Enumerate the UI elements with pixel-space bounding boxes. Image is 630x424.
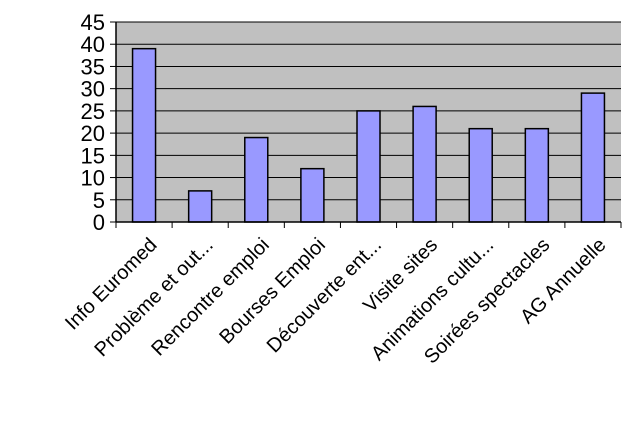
axes [115, 22, 621, 223]
y-tick-label: 5 [93, 188, 105, 213]
bar [524, 127, 550, 223]
bar [300, 167, 325, 223]
bar [356, 110, 381, 223]
y-tick-label: 20 [81, 121, 105, 146]
y-tick-label: 45 [81, 10, 105, 35]
bar [187, 190, 213, 223]
y-tick-label: 30 [81, 77, 105, 102]
y-tick-label: 35 [81, 54, 105, 79]
x-ticks [115, 222, 622, 228]
y-ticks [110, 21, 116, 223]
y-tick-label: 10 [81, 166, 105, 191]
y-tick-label: 15 [81, 143, 105, 168]
bar [244, 136, 269, 223]
y-tick-label: 0 [93, 210, 105, 235]
bar [412, 105, 437, 223]
y-tick-label: 25 [81, 99, 105, 124]
bar [468, 127, 493, 223]
bar [580, 92, 606, 223]
bar [131, 47, 157, 223]
y-tick-label: 40 [81, 32, 105, 57]
